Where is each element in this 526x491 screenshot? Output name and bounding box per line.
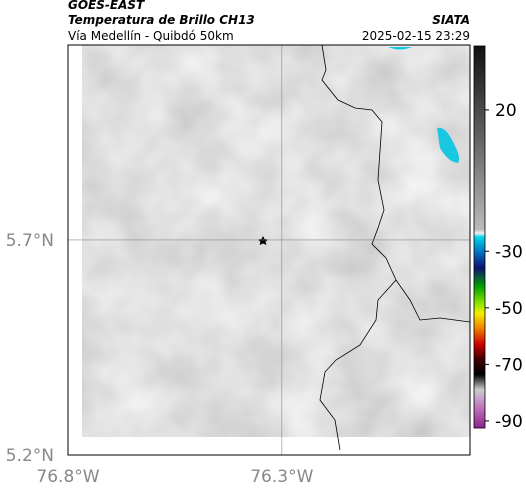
colorbar-tick-label: -90 xyxy=(495,412,523,432)
x-tick-label: 76.3°W xyxy=(250,467,313,487)
title: GOES-EAST xyxy=(68,0,145,12)
region: Vía Medellín - Quibdó 50km xyxy=(68,29,234,43)
colorbar-tick-label: 20 xyxy=(495,101,517,121)
border xyxy=(395,279,471,323)
source: SIATA xyxy=(432,13,470,27)
y-tick-label: 5.7°N xyxy=(6,231,54,251)
cold-cloud xyxy=(388,47,412,50)
y-tick-label: 5.2°N xyxy=(6,446,54,466)
colorbar xyxy=(473,45,486,429)
border xyxy=(319,44,397,451)
cold-cloud xyxy=(437,127,460,163)
satellite-image xyxy=(82,45,470,437)
location-marker xyxy=(258,236,268,245)
colorbar-tick-label: -50 xyxy=(495,299,523,319)
colorbar-tick-label: -70 xyxy=(495,355,523,375)
timestamp: 2025-02-15 23:29 xyxy=(362,29,470,43)
subtitle: Temperatura de Brillo CH13 xyxy=(68,13,255,27)
map-frame xyxy=(67,44,471,456)
x-tick-label: 76.8°W xyxy=(36,467,99,487)
colorbar-tick-label: -30 xyxy=(495,242,523,262)
